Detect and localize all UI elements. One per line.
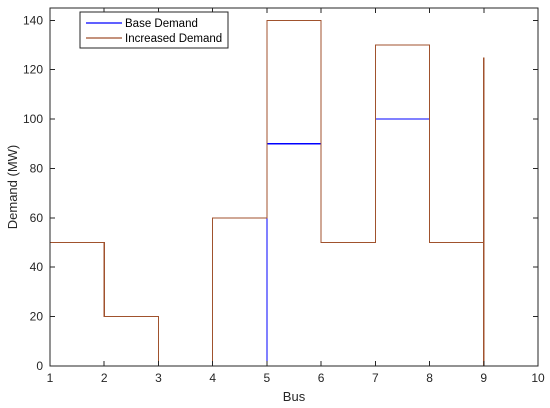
- series-line-increased-demand: [50, 19, 485, 367]
- axes-frame: [49, 7, 539, 367]
- y-tick-label: 140: [23, 13, 43, 27]
- plot-background: [50, 8, 538, 366]
- x-tick-label: 9: [480, 371, 487, 385]
- y-tick-label: 40: [30, 260, 44, 274]
- y-tick-label: 20: [30, 310, 44, 324]
- x-tick-label: 2: [101, 371, 108, 385]
- y-tick-label: 60: [30, 211, 44, 225]
- y-tick-label: 120: [23, 63, 43, 77]
- x-tick-label: 6: [318, 371, 325, 385]
- y-tick-label: 0: [36, 359, 43, 373]
- plot-area: [50, 8, 538, 366]
- x-tick-label: 1: [47, 371, 54, 385]
- x-tick-label: 7: [372, 371, 379, 385]
- axes-box: [49, 7, 539, 367]
- x-tick-label: 4: [209, 371, 216, 385]
- legend: Base Demand Increased Demand: [79, 11, 229, 49]
- x-tick-label: 10: [531, 371, 545, 385]
- x-tick-label: 5: [264, 371, 271, 385]
- y-tick-label: 100: [23, 112, 43, 126]
- x-axis-label: Bus: [283, 389, 306, 404]
- legend-entry-label: Increased Demand: [125, 33, 222, 45]
- x-tick-label: 8: [426, 371, 433, 385]
- legend-box: [79, 11, 229, 49]
- legend-entry-label: Base Demand: [125, 18, 198, 30]
- y-tick-label: 80: [30, 161, 44, 175]
- y-axis-label: Demand (MW): [5, 145, 20, 230]
- x-tick-label: 3: [155, 371, 162, 385]
